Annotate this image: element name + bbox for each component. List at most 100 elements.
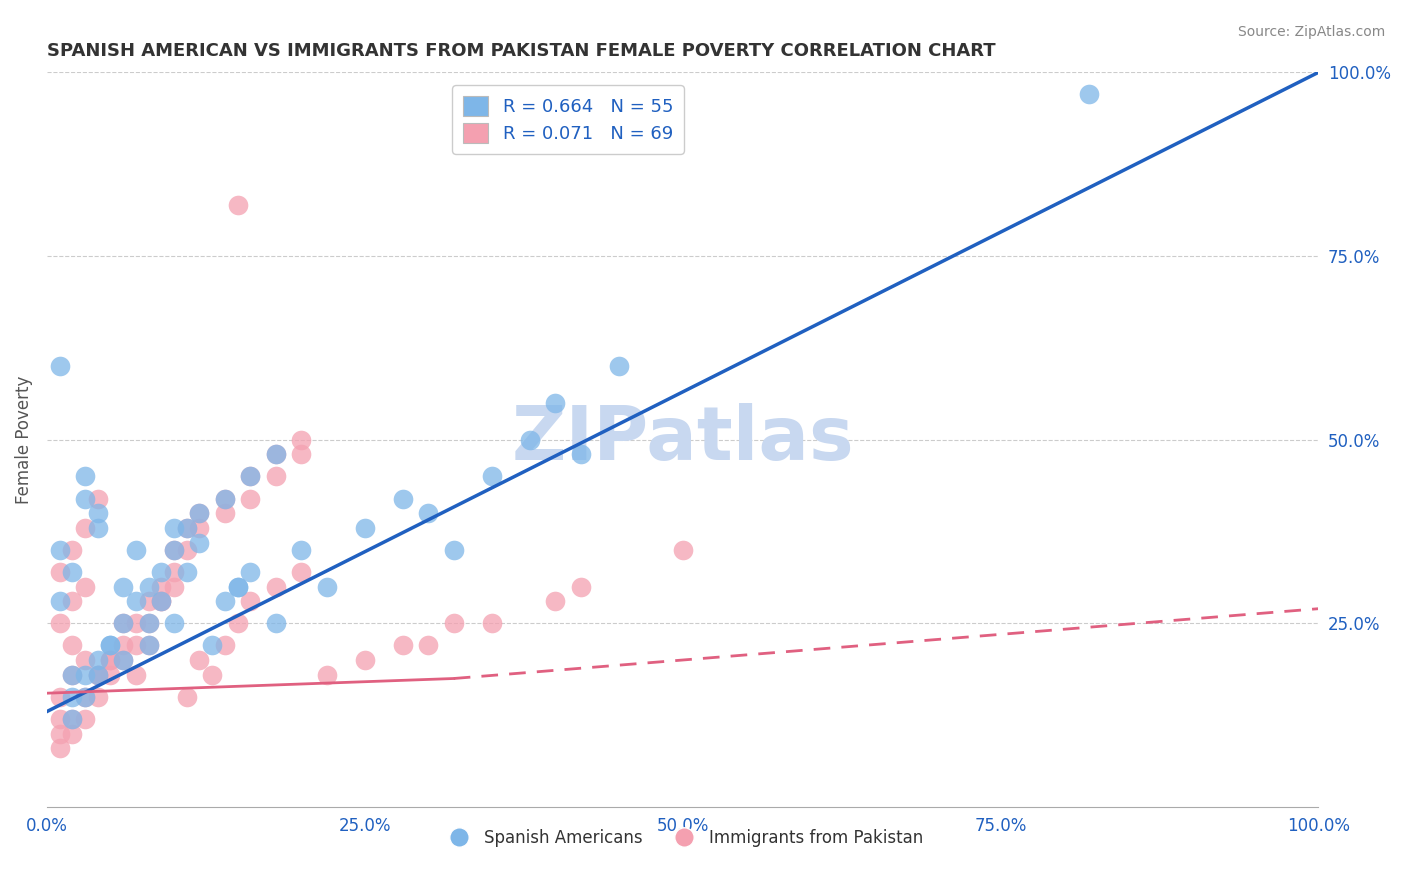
Point	[73, 491, 96, 506]
Point	[112, 580, 135, 594]
Point	[214, 594, 236, 608]
Point	[125, 594, 148, 608]
Point	[150, 565, 173, 579]
Point	[315, 580, 337, 594]
Point	[176, 690, 198, 704]
Point	[226, 616, 249, 631]
Point	[544, 594, 567, 608]
Point	[163, 543, 186, 558]
Point	[87, 668, 110, 682]
Point	[176, 543, 198, 558]
Point	[150, 594, 173, 608]
Point	[48, 726, 70, 740]
Point	[87, 668, 110, 682]
Point	[176, 521, 198, 535]
Point	[73, 521, 96, 535]
Point	[264, 580, 287, 594]
Point	[290, 543, 312, 558]
Point	[112, 616, 135, 631]
Point	[60, 690, 83, 704]
Point	[73, 712, 96, 726]
Point	[569, 580, 592, 594]
Point	[239, 469, 262, 483]
Point	[239, 491, 262, 506]
Point	[125, 616, 148, 631]
Point	[138, 616, 160, 631]
Point	[125, 543, 148, 558]
Point	[214, 639, 236, 653]
Point	[60, 565, 83, 579]
Point	[163, 565, 186, 579]
Point	[418, 506, 440, 520]
Point	[264, 469, 287, 483]
Point	[87, 491, 110, 506]
Point	[48, 690, 70, 704]
Point	[519, 433, 541, 447]
Point	[176, 521, 198, 535]
Point	[73, 690, 96, 704]
Point	[481, 616, 503, 631]
Point	[150, 594, 173, 608]
Point	[290, 433, 312, 447]
Point	[60, 639, 83, 653]
Point	[353, 521, 375, 535]
Point	[138, 580, 160, 594]
Point	[481, 469, 503, 483]
Text: SPANISH AMERICAN VS IMMIGRANTS FROM PAKISTAN FEMALE POVERTY CORRELATION CHART: SPANISH AMERICAN VS IMMIGRANTS FROM PAKI…	[46, 42, 995, 60]
Point	[112, 653, 135, 667]
Point	[112, 653, 135, 667]
Point	[100, 639, 122, 653]
Point	[60, 594, 83, 608]
Point	[60, 712, 83, 726]
Point	[443, 616, 465, 631]
Point	[264, 447, 287, 461]
Point	[48, 616, 70, 631]
Y-axis label: Female Poverty: Female Poverty	[15, 376, 32, 504]
Point	[73, 580, 96, 594]
Point	[163, 580, 186, 594]
Point	[607, 359, 630, 374]
Point	[60, 712, 83, 726]
Point	[138, 616, 160, 631]
Point	[176, 565, 198, 579]
Point	[87, 653, 110, 667]
Point	[353, 653, 375, 667]
Point	[48, 712, 70, 726]
Point	[138, 639, 160, 653]
Point	[239, 565, 262, 579]
Point	[226, 580, 249, 594]
Point	[100, 653, 122, 667]
Point	[188, 506, 211, 520]
Point	[201, 668, 224, 682]
Point	[290, 447, 312, 461]
Point	[150, 594, 173, 608]
Point	[87, 521, 110, 535]
Point	[60, 668, 83, 682]
Point	[671, 543, 693, 558]
Text: Source: ZipAtlas.com: Source: ZipAtlas.com	[1237, 25, 1385, 39]
Point	[214, 491, 236, 506]
Point	[100, 639, 122, 653]
Point	[48, 565, 70, 579]
Point	[239, 469, 262, 483]
Point	[392, 639, 415, 653]
Point	[125, 668, 148, 682]
Point	[163, 521, 186, 535]
Point	[48, 359, 70, 374]
Point	[226, 197, 249, 211]
Point	[112, 639, 135, 653]
Point	[138, 594, 160, 608]
Point	[214, 491, 236, 506]
Point	[290, 565, 312, 579]
Point	[392, 491, 415, 506]
Point	[443, 543, 465, 558]
Point	[264, 616, 287, 631]
Point	[264, 447, 287, 461]
Point	[87, 668, 110, 682]
Point	[188, 535, 211, 549]
Point	[315, 668, 337, 682]
Point	[226, 580, 249, 594]
Point	[544, 396, 567, 410]
Point	[188, 653, 211, 667]
Point	[73, 653, 96, 667]
